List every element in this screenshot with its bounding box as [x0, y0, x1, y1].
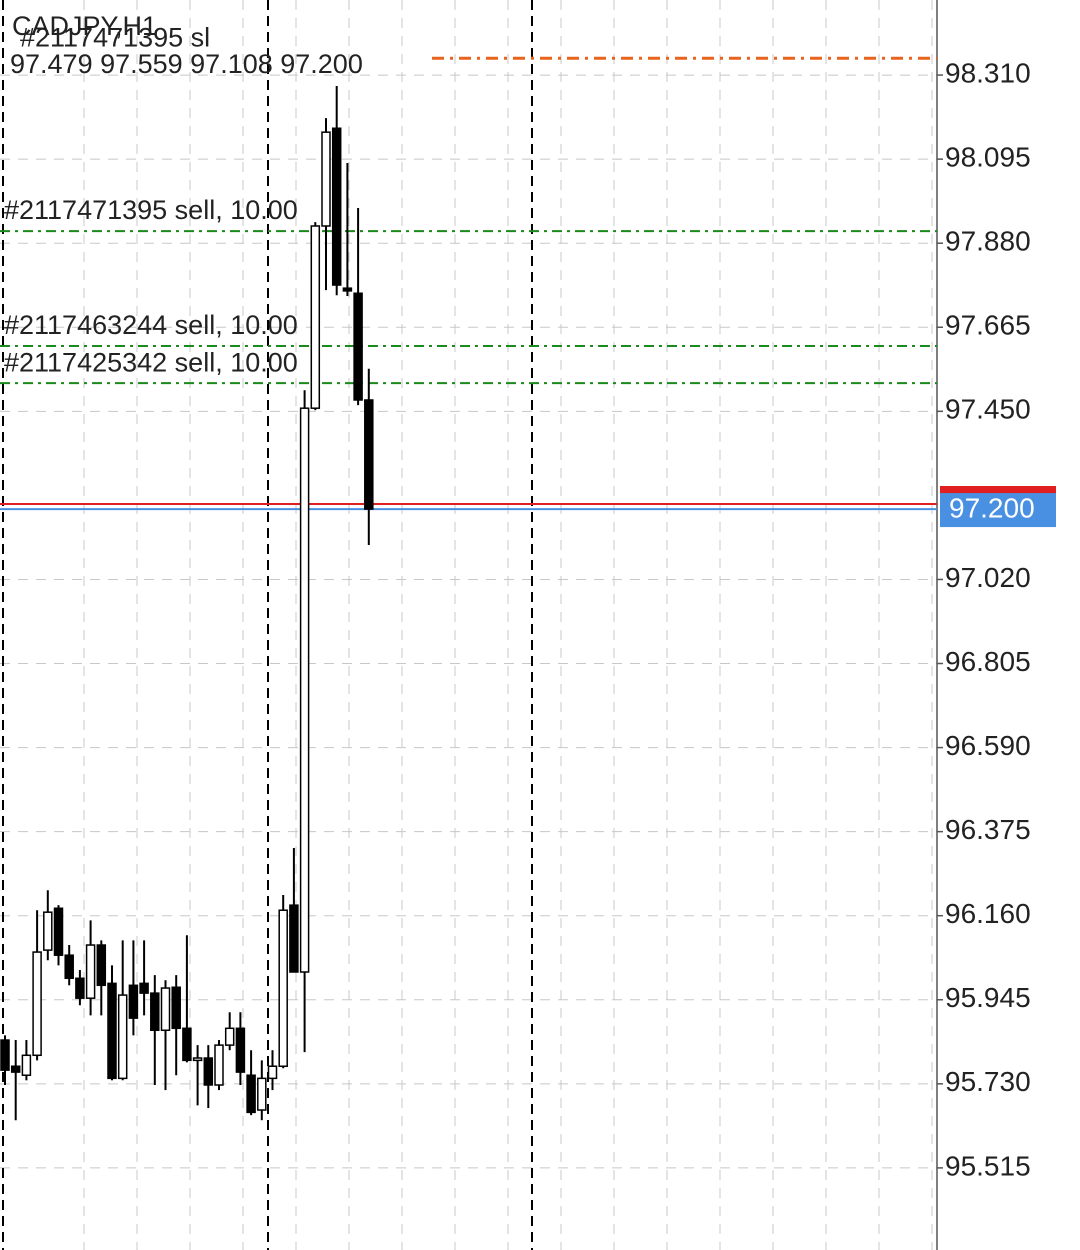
ohlc-info: 97.479 97.559 97.108 97.200: [10, 49, 363, 79]
y-tick-label: 95.515: [945, 1150, 1031, 1181]
y-tick-label: 96.160: [945, 898, 1031, 929]
candle-body: [96, 944, 107, 987]
candle-body: [246, 1074, 256, 1114]
bid-price-label: [940, 493, 1056, 528]
candle-body: [235, 1027, 246, 1073]
order-level-label: #2117471395 sell, 10.00: [4, 195, 298, 225]
candle-body: [364, 399, 374, 510]
chart-title: CADJPY,H1: [12, 11, 157, 41]
candle-body: [53, 907, 64, 956]
candle-body: [321, 131, 331, 227]
y-tick-label: 97.665: [945, 310, 1031, 341]
bid-price-text: 97.200: [949, 492, 1035, 523]
candle-body: [353, 292, 363, 401]
candle-body: [278, 909, 288, 1067]
y-tick-label: 98.310: [945, 57, 1031, 88]
candle-body: [310, 225, 321, 409]
y-tick-label: 96.590: [945, 730, 1031, 761]
candle-body: [224, 1027, 235, 1046]
y-tick-label: 98.095: [945, 142, 1031, 173]
candle-body: [150, 992, 160, 1032]
candle-body: [32, 951, 42, 1057]
candle-body: [214, 1044, 224, 1086]
candle-body: [107, 982, 117, 1080]
candle-body: [64, 954, 74, 980]
candle-body: [257, 1077, 267, 1111]
candle-body: [160, 987, 171, 1032]
candle-body: [289, 904, 299, 973]
candle-body: [10, 1065, 21, 1073]
candle-body: [267, 1065, 278, 1080]
y-tick-label: 95.945: [945, 982, 1031, 1013]
y-tick-label: 96.375: [945, 814, 1031, 845]
y-tick-label: 96.805: [945, 646, 1031, 677]
order-level-label: #2117471395 sl: [20, 22, 210, 52]
candle-body: [43, 911, 53, 951]
order-level-label: #2117463244 sell, 10.00: [4, 310, 298, 340]
candle-body: [299, 407, 310, 973]
candle-body: [139, 982, 149, 994]
y-tick-label: 95.730: [945, 1066, 1031, 1097]
candle-body: [331, 127, 342, 286]
candle-body: [128, 984, 139, 1019]
y-tick-label: 97.450: [945, 394, 1031, 425]
candle-body: [117, 994, 128, 1080]
candle-body: [203, 1057, 214, 1086]
candle-body: [21, 1054, 32, 1076]
candle-body: [85, 944, 96, 999]
candle-body: [171, 986, 181, 1030]
candle-body: [0, 1039, 10, 1071]
candle-body: [75, 977, 85, 999]
order-level-label: #2117425342 sell, 10.00: [4, 347, 298, 377]
y-tick-label: 97.880: [945, 226, 1031, 257]
candle-body: [342, 287, 353, 292]
y-tick-label: 97.020: [945, 562, 1031, 593]
candle-body: [192, 1057, 203, 1062]
candle-body: [182, 1027, 192, 1062]
